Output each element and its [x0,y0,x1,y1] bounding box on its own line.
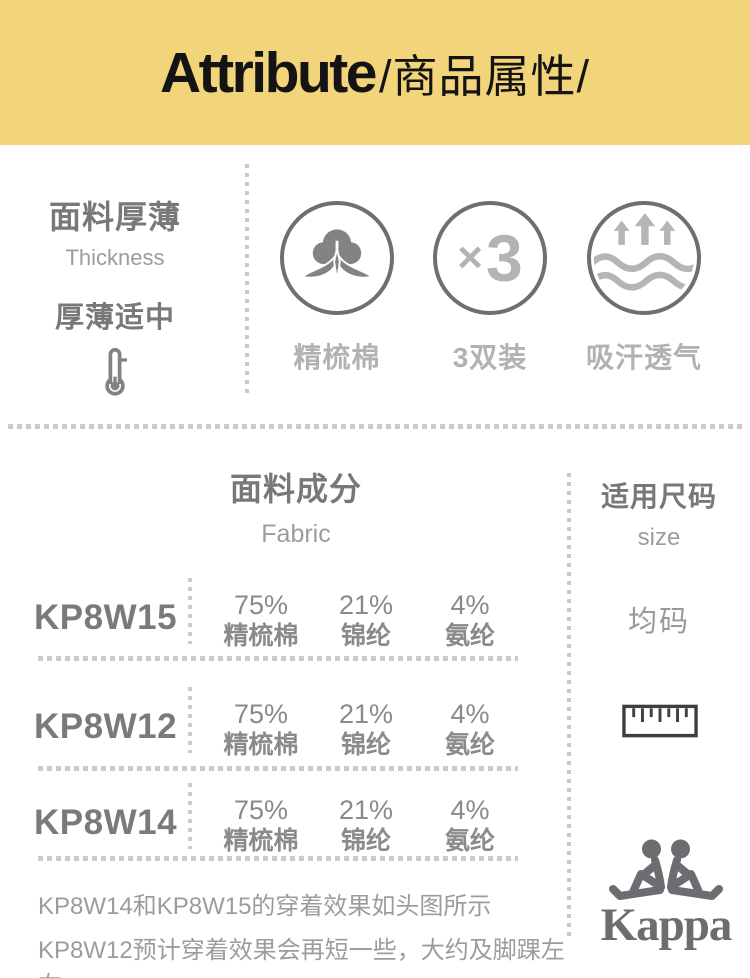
component-material: 氨纶 [444,622,495,650]
thickness-label-en: Thickness [65,245,165,270]
fabric-row-kp8w15: KP8W15 75% 精梳棉 21% 锦纶 4% 氨纶 [0,575,567,661]
size-title-zh: 适用尺码 [600,481,717,512]
attribute-header: Attribute /商品属性/ [0,0,750,145]
model-code: KP8W15 [34,598,178,637]
component-material: 氨纶 [444,827,495,855]
model-code: KP8W12 [34,707,178,746]
component-cell: 21% 锦纶 [306,795,426,857]
feature-circle-breathability [587,201,701,315]
row-dotted-divider [188,578,192,644]
component-percent: 21% [338,795,394,825]
component-cell: 21% 锦纶 [306,699,426,761]
cotton-icon [299,223,375,294]
kappa-logo-icon [596,839,736,909]
component-material: 精梳棉 [223,827,299,855]
component-material: 精梳棉 [223,731,299,759]
component-cell: 75% 精梳棉 [201,590,321,652]
component-material: 锦纶 [340,622,391,650]
thickness-value: 厚薄适中 [54,302,175,334]
kappa-wordmark: Kappa [600,899,733,951]
size-title-en: size [637,524,681,551]
feature-label-breathability: 吸汗透气 [585,342,702,373]
feature-label-pack-count: 3双装 [452,342,528,373]
component-material: 锦纶 [340,731,391,759]
size-column-divider [567,473,571,941]
fabric-title-block: 面料成分 Fabric [196,464,396,549]
row-dotted-divider [188,783,192,849]
size-title-block: 适用尺码 size [577,475,741,552]
row-separator [38,856,518,861]
pack-count: 3 [485,221,523,295]
fabric-row-kp8w12: KP8W12 75% 精梳棉 21% 锦纶 4% 氨纶 [0,684,567,770]
component-percent: 75% [233,590,289,620]
size-value: 均码 [627,606,690,638]
component-percent: 4% [450,795,490,825]
model-code: KP8W14 [34,803,178,842]
feature-circle-cotton [280,201,394,315]
ruler-icon [622,704,698,743]
breathability-icon [590,202,698,315]
row-separator [38,766,518,771]
thickness-label-zh: 面料厚薄 [48,199,181,235]
component-percent: 21% [338,699,394,729]
component-cell: 4% 氨纶 [410,590,530,652]
row-separator [38,656,518,661]
component-cell: 4% 氨纶 [410,699,530,761]
thickness-block: 面料厚薄 Thickness 厚薄适中 [48,192,182,402]
component-percent: 75% [233,699,289,729]
component-percent: 4% [450,590,490,620]
component-percent: 4% [450,699,490,729]
component-percent: 75% [233,795,289,825]
section-dotted-divider [8,424,742,429]
kappa-logo: Kappa [588,831,744,949]
fabric-title-zh: 面料成分 [229,471,362,507]
multiply-symbol: × [457,233,483,282]
feature-circle-pack-count: × 3 [433,201,547,315]
fabric-row-kp8w14: KP8W14 75% 精梳棉 21% 锦纶 4% 氨纶 [0,780,567,866]
feature-label-cotton: 精梳棉 [293,342,381,373]
fit-note-2: KP8W12预计穿着效果会再短一些，大约及脚踝左右 [38,937,565,978]
vertical-dotted-divider [245,164,249,397]
component-cell: 75% 精梳棉 [201,699,321,761]
component-cell: 75% 精梳棉 [201,795,321,857]
component-material: 锦纶 [340,827,391,855]
component-cell: 21% 锦纶 [306,590,426,652]
thermometer-icon [48,347,182,402]
row-dotted-divider [188,687,192,753]
fabric-title-en: Fabric [261,520,331,548]
component-percent: 21% [338,590,394,620]
fit-note-1: KP8W14和KP8W15的穿着效果如头图所示 [38,893,492,920]
header-title-zh: /商品属性/ [378,51,590,102]
component-material: 氨纶 [444,731,495,759]
component-material: 精梳棉 [223,622,299,650]
header-title-en: Attribute [160,40,377,105]
component-cell: 4% 氨纶 [410,795,530,857]
multiply-count-icon: × 3 [457,225,522,291]
